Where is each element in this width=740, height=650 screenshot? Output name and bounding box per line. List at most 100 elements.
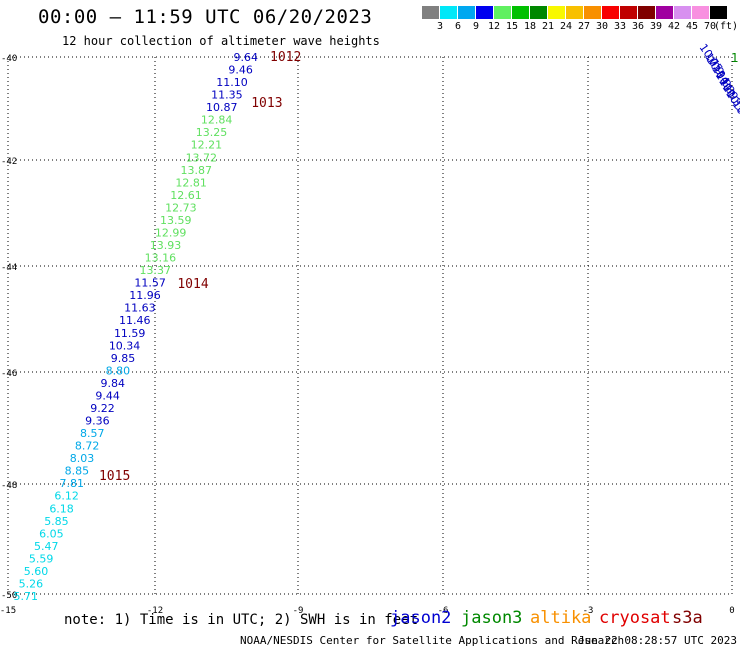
swh-value-label: 5.60 <box>24 565 49 578</box>
satellite-legend-jason2: jason2 <box>390 608 452 628</box>
colorbar-label: 39 <box>649 21 663 32</box>
colorbar-swatch <box>548 6 566 19</box>
swh-value-label: 5.47 <box>34 540 59 553</box>
swh-value-label: 12.84 <box>201 114 233 127</box>
swh-value-label: 9.85 <box>111 352 136 365</box>
corner-swh-label: 10 <box>730 98 740 117</box>
page-subtitle: 12 hour collection of altimeter wave hei… <box>62 34 380 48</box>
latitude-tick-label: -48 <box>1 481 17 491</box>
swh-value-label: 9.36 <box>85 415 110 428</box>
colorbar-swatch <box>584 6 602 19</box>
swh-value-label: 9.84 <box>100 377 125 390</box>
latitude-tick-label: -44 <box>1 263 17 273</box>
swh-value-label: 5.26 <box>19 577 44 590</box>
latitude-tick-label: -40 <box>1 54 17 64</box>
colorbar-label: 18 <box>523 21 537 32</box>
longitude-tick-label: -6 <box>438 606 449 616</box>
colorbar-label: 3 <box>436 21 444 32</box>
colorbar-swatch <box>710 6 728 19</box>
longitude-tick-label: 0 <box>729 606 734 616</box>
swh-value-label: 11.63 <box>124 302 156 315</box>
colorbar-swatch <box>602 6 620 19</box>
swh-value-label: 13.37 <box>140 264 172 277</box>
swh-value-label: 5.85 <box>44 515 69 528</box>
swh-value-label: 8.72 <box>75 440 100 453</box>
swh-value-label: 5.71 <box>14 590 39 603</box>
colorbar-swatch <box>674 6 692 19</box>
longitude-tick-label: -12 <box>147 606 163 616</box>
time-marker-label: 1013 <box>251 96 282 111</box>
latitude-tick-label: -50 <box>1 591 17 601</box>
swh-value-label: 11.35 <box>211 89 243 102</box>
colorbar-swatch <box>656 6 674 19</box>
colorbar-label: 15 <box>505 21 519 32</box>
corner-time-marker: 1 <box>731 51 739 65</box>
satellite-legend-cryosat: cryosat <box>599 608 671 628</box>
swh-value-label: 12.99 <box>155 226 187 239</box>
swh-value-label: 10.34 <box>109 339 141 352</box>
swh-value-label: 9.44 <box>95 389 120 402</box>
swh-value-label: 11.46 <box>119 314 151 327</box>
colorbar-label: 12 <box>487 21 501 32</box>
colorbar-unit: (ft) <box>714 21 739 32</box>
swh-value-label: 12.21 <box>191 139 223 152</box>
swh-value-label: 8.85 <box>65 465 90 478</box>
swh-value-label: 13.59 <box>160 214 192 227</box>
page-title: 00:00 – 11:59 UTC 06/20/2023 <box>38 6 373 28</box>
swh-value-label: 8.03 <box>70 452 95 465</box>
swh-value-label: 6.18 <box>49 502 74 515</box>
swh-value-label: 11.96 <box>129 289 161 302</box>
colorbar-swatch <box>476 6 494 19</box>
colorbar-swatch <box>512 6 530 19</box>
swh-value-label: 13.16 <box>145 252 177 265</box>
swh-value-label: 13.25 <box>196 126 228 139</box>
swh-value-label: 10.87 <box>206 101 238 114</box>
swh-value-label: 8.80 <box>106 364 131 377</box>
swh-value-label: 6.05 <box>39 527 64 540</box>
footer-timestamp: Jun 22 08:28:57 UTC 2023 <box>578 634 737 647</box>
swh-value-label: 9.22 <box>90 402 115 415</box>
latitude-tick-label: -46 <box>1 369 17 379</box>
colorbar-label: 36 <box>631 21 645 32</box>
colorbar-label: 9 <box>472 21 480 32</box>
colorbar-swatch <box>620 6 638 19</box>
colorbar-label: 30 <box>595 21 609 32</box>
colorbar-swatch <box>440 6 458 19</box>
footer-credit: NOAA/NESDIS Center for Satellite Applica… <box>240 634 625 647</box>
swh-value-label: 7.81 <box>60 477 85 490</box>
time-marker-label: 1015 <box>99 469 130 484</box>
swh-value-label: 13.87 <box>180 164 212 177</box>
colorbar-label: 33 <box>613 21 627 32</box>
colorbar-label: 27 <box>577 21 591 32</box>
colorbar-swatch <box>422 6 440 19</box>
swh-value-label: 5.59 <box>29 552 54 565</box>
swh-value-label: 6.12 <box>54 490 79 503</box>
swh-value-label: 11.10 <box>216 76 248 89</box>
colorbar-swatch <box>638 6 656 19</box>
colorbar-label: 24 <box>559 21 573 32</box>
colorbar-swatch <box>692 6 710 19</box>
colorbar-label: 6 <box>454 21 462 32</box>
swh-value-label: 8.57 <box>80 427 105 440</box>
swh-value-label: 12.61 <box>170 189 202 202</box>
swh-value-label: 12.73 <box>165 201 197 214</box>
swh-value-label: 11.57 <box>134 277 166 290</box>
swh-value-label: 9.46 <box>228 64 253 77</box>
latitude-tick-label: -42 <box>1 157 17 167</box>
colorbar-label: 70 <box>703 21 717 32</box>
colorbar-label: 45 <box>685 21 699 32</box>
colorbar-swatch <box>458 6 476 19</box>
swh-value-label: 13.93 <box>150 239 182 252</box>
longitude-tick-label: -15 <box>0 606 16 616</box>
satellite-legend-jason3: jason3 <box>461 608 523 628</box>
longitude-tick-label: -9 <box>293 606 304 616</box>
swh-value-label: 12.81 <box>175 176 207 189</box>
satellite-legend-s3a: s3a <box>672 608 703 628</box>
time-marker-label: 1012 <box>270 50 301 65</box>
time-marker-label: 1014 <box>177 277 208 292</box>
swh-value-label: 11.59 <box>114 327 146 340</box>
colorbar-label: 42 <box>667 21 681 32</box>
colorbar-swatch <box>566 6 584 19</box>
swh-value-label: 9.64 <box>234 51 259 64</box>
